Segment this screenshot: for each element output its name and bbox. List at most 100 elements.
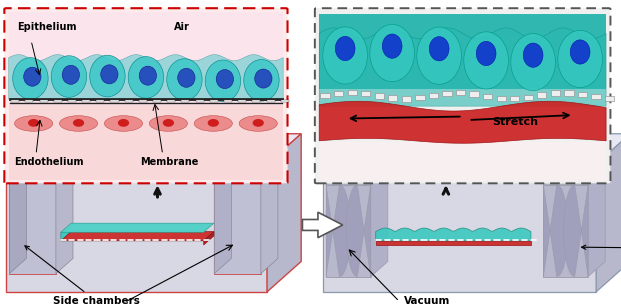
Bar <box>319 89 606 106</box>
Ellipse shape <box>166 59 202 100</box>
Bar <box>68 99 76 102</box>
Polygon shape <box>588 170 605 277</box>
Ellipse shape <box>216 70 233 88</box>
Ellipse shape <box>118 119 129 127</box>
Bar <box>524 95 533 100</box>
Ellipse shape <box>178 68 195 87</box>
Polygon shape <box>214 178 261 274</box>
Bar <box>388 95 397 101</box>
Ellipse shape <box>464 32 509 89</box>
Bar <box>252 99 260 102</box>
Polygon shape <box>376 241 531 245</box>
Ellipse shape <box>24 67 41 86</box>
Ellipse shape <box>239 116 278 131</box>
Polygon shape <box>319 28 606 106</box>
Text: Vacuum: Vacuum <box>581 243 621 253</box>
Ellipse shape <box>255 69 272 88</box>
Ellipse shape <box>149 116 188 131</box>
Text: Endothelium: Endothelium <box>14 157 83 167</box>
Ellipse shape <box>383 34 402 58</box>
Bar <box>456 90 465 95</box>
Ellipse shape <box>194 116 232 131</box>
Bar <box>415 95 425 100</box>
Ellipse shape <box>476 41 496 66</box>
FancyBboxPatch shape <box>4 8 288 183</box>
Ellipse shape <box>335 36 355 61</box>
Bar <box>537 92 546 98</box>
Polygon shape <box>6 164 267 292</box>
Ellipse shape <box>207 119 219 127</box>
Polygon shape <box>6 134 301 164</box>
Bar <box>483 94 492 99</box>
Bar <box>40 99 48 102</box>
Bar <box>402 96 411 102</box>
Ellipse shape <box>205 60 241 102</box>
Bar <box>281 99 289 102</box>
Bar <box>111 99 119 102</box>
Bar <box>96 99 104 102</box>
Ellipse shape <box>62 65 79 84</box>
Bar <box>125 99 133 102</box>
Ellipse shape <box>139 66 156 85</box>
Polygon shape <box>61 230 204 241</box>
Bar <box>54 99 62 102</box>
Polygon shape <box>323 134 621 164</box>
Ellipse shape <box>253 119 264 127</box>
Polygon shape <box>9 163 73 178</box>
Bar <box>361 91 370 96</box>
Ellipse shape <box>570 40 590 64</box>
Bar <box>374 93 384 99</box>
Bar <box>428 93 438 98</box>
Bar <box>469 91 479 97</box>
Bar <box>591 94 601 99</box>
Polygon shape <box>543 185 568 277</box>
Bar <box>605 96 614 101</box>
Polygon shape <box>319 101 606 143</box>
Text: Side chambers: Side chambers <box>25 246 140 304</box>
Ellipse shape <box>417 27 461 84</box>
Bar <box>139 99 147 102</box>
Polygon shape <box>61 223 214 232</box>
Ellipse shape <box>323 27 368 84</box>
Bar <box>348 90 357 95</box>
Text: Air: Air <box>174 22 190 32</box>
Polygon shape <box>204 232 214 245</box>
Polygon shape <box>346 185 371 277</box>
Ellipse shape <box>558 30 602 88</box>
Polygon shape <box>323 164 596 292</box>
Polygon shape <box>563 185 588 277</box>
Ellipse shape <box>14 116 53 131</box>
Text: Vacuum: Vacuum <box>404 296 450 304</box>
Bar <box>153 99 161 102</box>
FancyBboxPatch shape <box>315 8 610 183</box>
Polygon shape <box>376 228 531 241</box>
Polygon shape <box>261 163 278 274</box>
Ellipse shape <box>243 60 279 101</box>
Ellipse shape <box>51 56 87 97</box>
Bar <box>224 99 232 102</box>
Polygon shape <box>267 134 301 292</box>
Polygon shape <box>326 185 371 277</box>
Polygon shape <box>61 232 214 241</box>
Polygon shape <box>543 170 605 185</box>
Bar <box>9 12 283 106</box>
Bar <box>9 105 283 180</box>
Bar <box>551 90 560 96</box>
Ellipse shape <box>163 119 174 127</box>
Bar <box>82 99 90 102</box>
Polygon shape <box>9 55 283 99</box>
Polygon shape <box>371 170 388 277</box>
Polygon shape <box>543 185 588 277</box>
Ellipse shape <box>28 119 39 127</box>
Ellipse shape <box>89 55 125 97</box>
Text: Membrane: Membrane <box>140 157 199 167</box>
Ellipse shape <box>370 25 414 82</box>
Ellipse shape <box>128 57 164 98</box>
Ellipse shape <box>12 58 48 99</box>
Ellipse shape <box>429 36 449 61</box>
Bar <box>11 99 19 102</box>
Bar <box>167 99 175 102</box>
Bar <box>319 143 606 181</box>
Bar <box>25 99 34 102</box>
Bar <box>319 14 606 104</box>
